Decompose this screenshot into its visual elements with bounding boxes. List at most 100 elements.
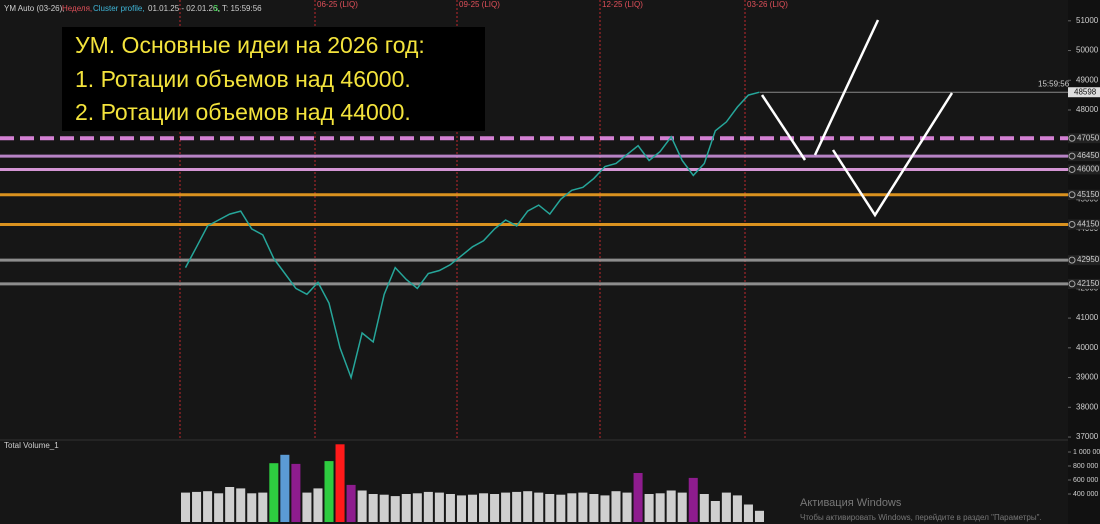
- volume-bar: [269, 463, 279, 522]
- level-label-box: [1068, 164, 1100, 175]
- volume-bar: [732, 495, 742, 522]
- level-label: 45150: [1077, 190, 1100, 199]
- y-tick-label: 40000: [1076, 343, 1099, 352]
- volume-bar: [567, 493, 577, 522]
- period-label: 03-26 (LIQ): [747, 0, 788, 9]
- volume-bar: [666, 490, 676, 522]
- volume-bar: [688, 477, 698, 522]
- annotation-line: УМ. Основные идеи на 2026 год:: [75, 32, 425, 58]
- volume-bar: [512, 491, 522, 522]
- volume-bar: [412, 493, 422, 522]
- level-icon: [1068, 191, 1076, 199]
- projection: [760, 94, 807, 161]
- volume-bar: [622, 492, 632, 522]
- volume-bar: [655, 493, 665, 522]
- session: S,: [213, 4, 221, 13]
- volume-bar: [710, 501, 720, 522]
- level-label-box: [1068, 189, 1100, 200]
- volume-bar: [225, 487, 235, 522]
- level-icon: [1068, 220, 1076, 228]
- volume-bar: [445, 494, 455, 522]
- annotation-line: 2. Ротации объемов над 44000.: [75, 99, 411, 125]
- level-icon: [1068, 152, 1076, 160]
- interval: Неделя,: [62, 4, 92, 13]
- volume-bar: [357, 490, 367, 522]
- volume-bar: [302, 492, 312, 522]
- time: T: 15:59:56: [222, 4, 262, 13]
- level-label: 42150: [1077, 279, 1100, 288]
- volume-bar: [556, 494, 566, 522]
- y-tick-label: 800 000: [1073, 463, 1098, 470]
- level-label: 47050: [1077, 133, 1100, 142]
- y-tick-label: 400 000: [1073, 491, 1098, 498]
- level-label: 46450: [1077, 151, 1100, 160]
- volume-bar: [181, 492, 191, 522]
- volume-bar: [324, 461, 334, 522]
- level-label-box: [1068, 255, 1100, 266]
- y-tick-label: 48000: [1076, 105, 1099, 114]
- volume-bar: [401, 494, 411, 522]
- volume-bar: [611, 491, 621, 522]
- symbol: YM Auto (03-26),: [4, 4, 64, 13]
- y-tick-label: 38000: [1076, 402, 1099, 411]
- y-tick-label: 1 000 000: [1073, 449, 1100, 456]
- projection-lines: [760, 19, 954, 218]
- volume-bar: [467, 494, 478, 522]
- volume-bar: [346, 484, 356, 522]
- volume-bar: [600, 495, 610, 522]
- period-label: 06-25 (LIQ): [317, 0, 358, 9]
- period-label: 09-25 (LIQ): [459, 0, 500, 9]
- level-label-box: [1068, 219, 1100, 230]
- plot: 3700038000390004000041000420004300044000…: [0, 16, 1100, 522]
- volume-bar: [236, 488, 246, 522]
- projection: [831, 92, 954, 218]
- volume-bar: [423, 491, 433, 522]
- y-tick-label: 37000: [1076, 432, 1099, 441]
- level-icon: [1068, 280, 1076, 288]
- projection: [813, 19, 880, 156]
- level-icon: [1068, 165, 1076, 173]
- volume-bar: [545, 494, 555, 522]
- volume-bar: [754, 510, 764, 522]
- volume-bar: [390, 496, 400, 522]
- volume-bar: [589, 494, 599, 522]
- watermark: Чтобы активировать Windows, перейдите в …: [800, 513, 1042, 522]
- volume-bar: [214, 493, 224, 522]
- y-tick-label: 49000: [1076, 75, 1099, 84]
- volume-bar: [578, 492, 588, 522]
- level-label: 46000: [1077, 165, 1100, 174]
- annotation-box: [62, 27, 485, 131]
- volume-bar: [534, 492, 544, 522]
- price-line: [184, 91, 760, 381]
- volume-bar: [313, 488, 323, 522]
- y-tick-label: 51000: [1076, 16, 1099, 25]
- volume-bar: [258, 492, 268, 522]
- volume-bar: [379, 494, 389, 522]
- level-label: 42950: [1077, 255, 1100, 264]
- volume-bar: [456, 495, 466, 522]
- last-time-label: 15:59:56: [1038, 79, 1070, 88]
- volume-bar: [523, 491, 533, 522]
- volume-bar: [192, 491, 202, 522]
- level-label-box: [1068, 151, 1100, 162]
- volume-bar: [335, 444, 345, 522]
- annotation-line: 1. Ротации объемов над 46000.: [75, 66, 411, 92]
- volume-bar: [677, 492, 687, 522]
- level-icon: [1068, 134, 1076, 142]
- volume-bar: [368, 494, 378, 522]
- y-tick-label: 41000: [1076, 313, 1099, 322]
- volume-bar: [501, 492, 511, 522]
- panel-title: Total Volume_1: [4, 441, 59, 450]
- volume-bar: [633, 473, 643, 522]
- volume-bar: [721, 492, 731, 522]
- y-tick-label: 600 000: [1073, 477, 1098, 484]
- y-tick-label: 39000: [1076, 373, 1099, 382]
- volume-bar: [699, 494, 709, 522]
- level-label-box: [1068, 133, 1100, 144]
- volume-bar: [247, 493, 257, 522]
- volume-bar: [291, 463, 301, 522]
- level-label-box: [1068, 278, 1100, 289]
- volume-bar: [280, 454, 290, 522]
- volume-bar: [490, 494, 500, 522]
